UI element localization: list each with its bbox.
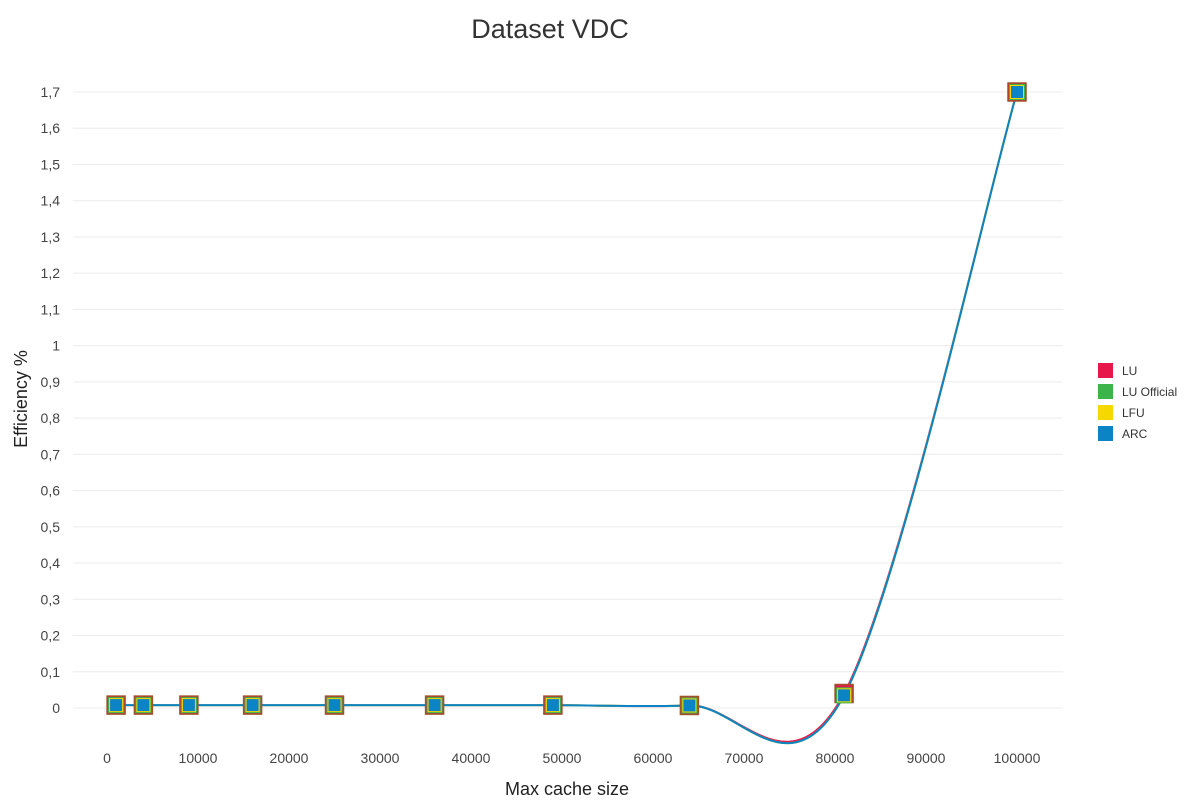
chart-title: Dataset VDC (471, 14, 629, 44)
y-tick-label-15: 1,5 (41, 156, 61, 172)
y-tick-label-11: 1,1 (41, 301, 61, 317)
marker-3-0 (110, 699, 123, 712)
series-markers (106, 82, 1027, 716)
y-tick-label-12: 1,2 (41, 265, 61, 281)
y-axis-title: Efficiency % (11, 350, 31, 448)
legend-label-arc: ARC (1122, 426, 1148, 441)
legend-swatch-arc (1098, 426, 1113, 441)
legend-item-lfu[interactable]: LFU (1098, 402, 1177, 423)
legend-swatch-lu (1098, 363, 1113, 378)
y-tick-label-4: 0,4 (41, 555, 61, 571)
marker-3-8 (838, 689, 851, 702)
x-tick-label-7: 70000 (725, 750, 764, 766)
y-tick-label-10: 1 (52, 338, 60, 354)
y-tick-label-13: 1,3 (41, 229, 61, 245)
marker-3-4 (328, 699, 341, 712)
x-tick-label-8: 80000 (816, 750, 855, 766)
x-tick-label-1: 10000 (179, 750, 218, 766)
legend-swatch-lfu (1098, 405, 1113, 420)
y-tick-label-3: 0,3 (41, 591, 61, 607)
legend-item-lu[interactable]: LU (1098, 360, 1177, 381)
y-tick-label-16: 1,6 (41, 120, 61, 136)
y-tick-label-0: 0 (52, 700, 60, 716)
x-tick-label-0: 0 (103, 750, 111, 766)
marker-3-1 (137, 699, 150, 712)
marker-3-2 (182, 699, 195, 712)
y-tick-label-7: 0,7 (41, 446, 61, 462)
y-tick-label-9: 0,9 (41, 374, 61, 390)
grid-lines (73, 91, 1063, 709)
y-tick-label-8: 0,8 (41, 410, 61, 426)
x-tick-label-9: 90000 (907, 750, 946, 766)
y-tick-label-17: 1,7 (41, 84, 61, 100)
y-axis-ticks: 0 0,1 0,2 0,3 0,4 0,5 0,6 0,7 0,8 0,9 1 1,1 1,2 1,3 1,… (41, 84, 61, 716)
x-tick-label-5: 50000 (543, 750, 582, 766)
x-tick-label-3: 30000 (361, 750, 400, 766)
legend-label-lfu: LFU (1122, 405, 1145, 420)
series-lines (116, 91, 1018, 745)
legend-label-lu-official: LU Official (1122, 384, 1178, 399)
x-tick-label-4: 40000 (452, 750, 491, 766)
marker-3-3 (246, 699, 259, 712)
x-axis-ticks: 0 10000 20000 30000 40000 50000 60000 70000 8000… (103, 750, 1040, 766)
legend-label-lu: LU (1122, 363, 1138, 378)
y-tick-label-2: 0,2 (41, 628, 61, 644)
series-line-2 (116, 91, 1018, 745)
x-axis-title: Max cache size (505, 779, 629, 799)
y-tick-label-14: 1,4 (41, 193, 61, 209)
y-tick-label-6: 0,6 (41, 483, 61, 499)
x-tick-label-6: 60000 (634, 750, 673, 766)
x-tick-label-2: 20000 (270, 750, 309, 766)
legend-swatch-lu-official (1098, 384, 1113, 399)
series-line-0 (116, 91, 1018, 743)
legend-item-arc[interactable]: ARC (1098, 423, 1177, 444)
marker-3-6 (546, 699, 559, 712)
legend: LU LU Official LFU ARC (1098, 360, 1177, 444)
series-line-3 (116, 91, 1018, 745)
x-tick-label-10: 100000 (994, 750, 1041, 766)
y-tick-label-1: 0,1 (41, 664, 61, 680)
marker-3-7 (683, 699, 696, 712)
series-line-1 (116, 91, 1018, 745)
legend-item-lu-official[interactable]: LU Official (1098, 381, 1177, 402)
marker-3-9 (1011, 86, 1023, 98)
marker-3-5 (428, 699, 441, 712)
y-tick-label-5: 0,5 (41, 519, 61, 535)
